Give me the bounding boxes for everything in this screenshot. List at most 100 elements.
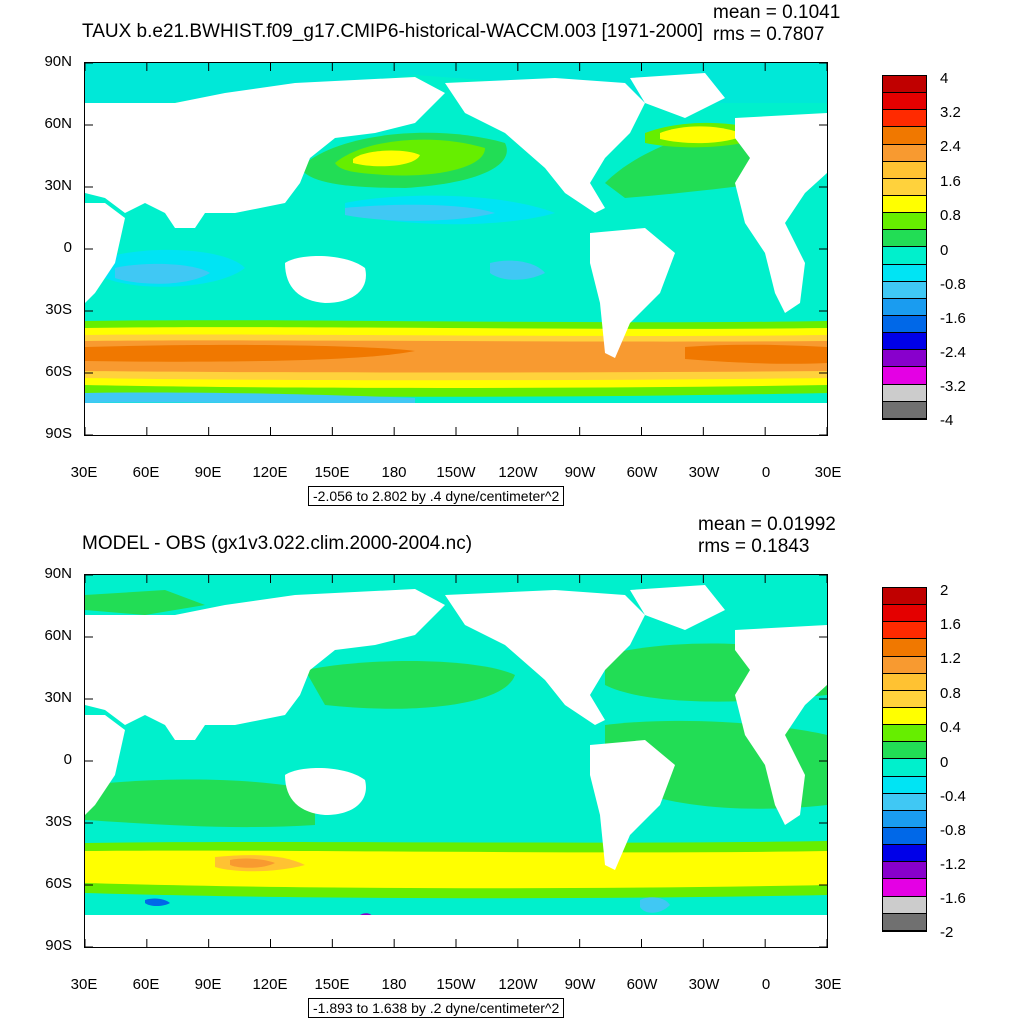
lon-label: 150W — [436, 976, 476, 993]
easterly-core — [115, 263, 210, 284]
lat-label: 0 — [63, 239, 72, 256]
colorbar-label: 0.8 — [940, 207, 961, 224]
mean-value: mean = 0.1041 — [713, 2, 841, 23]
anomaly-min — [145, 898, 170, 906]
lon-label: 90W — [564, 976, 596, 993]
lat-label: 30S — [45, 813, 72, 830]
anomaly-max — [230, 858, 275, 868]
colorbar-label: 2.4 — [940, 138, 961, 155]
colorbar-swatch — [883, 896, 926, 914]
lon-label: 30E — [814, 976, 842, 993]
colorbar-swatch — [883, 401, 926, 419]
rms-value: rms = 0.7807 — [713, 24, 825, 45]
panel-title: MODEL - OBS (gx1v3.022.clim.2000-2004.nc… — [82, 533, 473, 554]
colorbar-swatch — [883, 793, 926, 811]
colorbar-swatch — [883, 742, 926, 760]
lon-label: 180 — [381, 464, 407, 481]
lat-label: 30N — [44, 177, 72, 194]
colorbar-swatch — [883, 195, 926, 214]
lon-label: 120E — [252, 976, 288, 993]
lon-label: 30W — [688, 976, 720, 993]
colorbar-swatch — [883, 913, 926, 931]
colorbar-swatch — [883, 281, 926, 299]
colorbar-swatch — [883, 110, 926, 128]
colorbar-swatch — [883, 776, 926, 794]
colorbar-label: -0.8 — [940, 276, 966, 293]
colorbar-label: -0.4 — [940, 788, 966, 805]
lon-label: 120W — [498, 464, 538, 481]
colorbar-swatch — [883, 605, 926, 623]
lon-label: 120W — [498, 976, 538, 993]
colorbar-swatch — [883, 827, 926, 846]
colorbar-label: 0.4 — [940, 719, 961, 736]
lon-label: 120E — [252, 464, 288, 481]
lon-label: 30E — [70, 464, 98, 481]
anomaly-field — [305, 660, 515, 709]
colorbar-swatch — [883, 622, 926, 640]
colorbar-label: 3.2 — [940, 104, 961, 121]
colorbar-label: 2 — [940, 582, 949, 599]
colorbar-label: -1.2 — [940, 856, 966, 873]
colorbar-label: 1.6 — [940, 616, 961, 633]
colorbar-swatch — [883, 759, 926, 777]
colorbar-swatch — [883, 230, 926, 248]
map-plot-area — [84, 62, 828, 436]
colorbar-label: 1.6 — [940, 173, 961, 190]
lat-label: 0 — [63, 751, 72, 768]
lat-label: 90S — [45, 937, 72, 954]
colorbar-label: 0 — [940, 754, 949, 771]
lat-label: 30S — [45, 301, 72, 318]
southern-anomaly-belt — [85, 850, 827, 889]
colorbar-swatch — [883, 707, 926, 726]
contour-range-info: -2.056 to 2.802 by .4 dyne/centimeter^2 — [308, 486, 565, 506]
rms-value: rms = 0.1843 — [698, 536, 810, 557]
lon-label: 60E — [132, 976, 160, 993]
colorbar-swatch — [883, 76, 926, 94]
lat-label: 60S — [45, 875, 72, 892]
colorbar-swatch — [883, 810, 926, 828]
colorbar-label: -1.6 — [940, 310, 966, 327]
colorbar-swatch — [883, 178, 926, 196]
lon-label: 90W — [564, 464, 596, 481]
colorbar-swatch — [883, 879, 926, 897]
colorbar-label: 0.8 — [940, 685, 961, 702]
colorbar-swatch — [883, 333, 926, 351]
colorbar — [882, 587, 927, 932]
colorbar-swatch — [883, 350, 926, 368]
colorbar-label: -1.6 — [940, 890, 966, 907]
colorbar-swatch — [883, 213, 926, 231]
colorbar-swatch — [883, 127, 926, 145]
lon-label: 150E — [314, 464, 350, 481]
map-plot-area — [84, 574, 828, 948]
lon-label: 60E — [132, 464, 160, 481]
anomaly-min — [640, 897, 670, 913]
colorbar-swatch — [883, 862, 926, 880]
colorbar-label: -2.4 — [940, 344, 966, 361]
lat-label: 90N — [44, 565, 72, 582]
lat-label: 60N — [44, 115, 72, 132]
colorbar-swatch — [883, 725, 926, 743]
colorbar-label: -3.2 — [940, 378, 966, 395]
lon-label: 180 — [381, 976, 407, 993]
colorbar-swatch — [883, 144, 926, 162]
colorbar-swatch — [883, 639, 926, 657]
colorbar-swatch — [883, 673, 926, 691]
colorbar-swatch — [883, 298, 926, 316]
land-mask — [85, 585, 827, 947]
colorbar-swatch — [883, 247, 926, 265]
colorbar-label: 4 — [940, 70, 949, 87]
colorbar-label: -4 — [940, 412, 954, 429]
colorbar-swatch — [883, 93, 926, 111]
lat-label: 90S — [45, 425, 72, 442]
colorbar-swatch — [883, 845, 926, 863]
map-field — [85, 63, 827, 435]
colorbar-swatch — [883, 315, 926, 334]
lon-label: 150E — [314, 976, 350, 993]
easterly-core — [490, 260, 545, 280]
colorbar-swatch — [883, 588, 926, 606]
panel-title: TAUX b.e21.BWHIST.f09_g17.CMIP6-historic… — [82, 21, 703, 42]
colorbar-swatch — [883, 367, 926, 385]
colorbar-label: -2 — [940, 924, 954, 941]
westerly-max — [660, 126, 745, 144]
lat-label: 60N — [44, 627, 72, 644]
